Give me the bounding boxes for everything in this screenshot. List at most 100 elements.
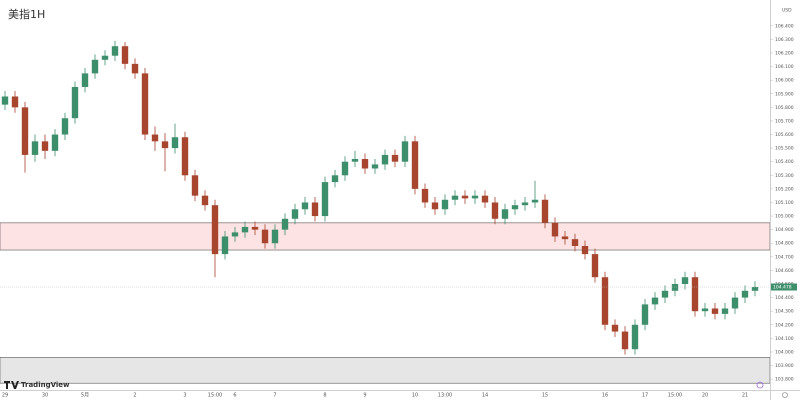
- y-tick-label: 105.300: [775, 173, 794, 179]
- candle-body: [631, 324, 639, 350]
- x-tick-label: 21: [742, 393, 748, 399]
- candle-body: [1, 96, 9, 105]
- candle-body: [701, 308, 709, 312]
- candle-body: [181, 137, 189, 176]
- candle-body: [271, 229, 279, 244]
- x-tick-label: 7: [273, 393, 276, 399]
- y-tick-label: 104.400: [775, 295, 794, 301]
- x-tick-label: 15:00: [208, 393, 222, 399]
- candle-body: [171, 137, 179, 149]
- candle-body: [511, 205, 519, 210]
- candle-body: [161, 141, 169, 149]
- candle-body: [671, 284, 679, 291]
- y-tick-label: 105.900: [775, 91, 794, 97]
- x-tick-label: 15:00: [668, 393, 682, 399]
- y-tick-label: 105.100: [775, 200, 794, 206]
- y-tick-label: 104.800: [775, 241, 794, 247]
- candle-body: [501, 209, 509, 219]
- event-icon[interactable]: [756, 381, 764, 389]
- y-tick-label: 104.300: [775, 309, 794, 315]
- candle-body: [711, 308, 719, 314]
- candle-body: [641, 304, 649, 325]
- y-tick-label: 104.000: [775, 349, 794, 355]
- candle-body: [661, 290, 669, 298]
- last-price-badge: [771, 283, 797, 291]
- candle-body: [681, 277, 689, 285]
- candle-body: [571, 239, 579, 246]
- zone: [0, 357, 771, 384]
- y-tick-label: 105.600: [775, 132, 794, 138]
- last-price-label: 104.478: [773, 284, 792, 290]
- candle-body: [361, 158, 369, 169]
- candle-body: [141, 73, 149, 135]
- candle-body: [441, 199, 449, 210]
- candle-body: [401, 141, 409, 162]
- candle-body: [451, 195, 459, 200]
- candle-body: [371, 164, 379, 169]
- x-tick-label: 14: [482, 393, 488, 399]
- candle-body: [121, 46, 129, 64]
- candle-body: [341, 161, 349, 176]
- x-tick-label: 20: [702, 393, 708, 399]
- y-tick-label: 105.400: [775, 159, 794, 165]
- x-tick-label: 2: [133, 393, 136, 399]
- y-tick-label: 106.100: [775, 64, 794, 70]
- candle-body: [151, 134, 159, 142]
- settings-icon[interactable]: [782, 392, 788, 398]
- y-tick-label: 104.600: [775, 268, 794, 274]
- y-tick-label: 105.700: [775, 118, 794, 124]
- candle-body: [211, 205, 219, 255]
- candle-body: [241, 226, 249, 233]
- x-tick-label: 6: [233, 393, 236, 399]
- y-tick-label: 106.200: [775, 50, 794, 56]
- y-tick-label: 104.100: [775, 336, 794, 342]
- candle-body: [131, 63, 139, 74]
- y-tick-label: 105.200: [775, 186, 794, 192]
- currency-label: USD: [782, 8, 792, 14]
- candle-body: [221, 236, 229, 255]
- y-tick-label: 104.200: [775, 322, 794, 328]
- candle-body: [291, 209, 299, 219]
- candle-body: [231, 232, 239, 237]
- candle-body: [521, 202, 529, 206]
- logo: [4, 381, 19, 389]
- candle-body: [51, 134, 59, 151]
- candle-body: [731, 297, 739, 309]
- candle-body: [581, 245, 589, 255]
- x-tick-label: 5月: [81, 393, 89, 399]
- candle-body: [491, 202, 499, 219]
- x-tick-label: 16: [602, 393, 608, 399]
- candle-body: [651, 297, 659, 305]
- y-tick-label: 106.400: [775, 23, 794, 29]
- candle-body: [591, 254, 599, 278]
- candle-body: [551, 222, 559, 237]
- y-tick-label: 106.000: [775, 78, 794, 84]
- zone: [0, 222, 771, 251]
- candle-body: [321, 182, 329, 217]
- candle-body: [201, 195, 209, 206]
- watermark-text: TradingView: [21, 381, 70, 389]
- x-tick-label: 8: [323, 393, 326, 399]
- candle-body: [531, 199, 539, 203]
- candle-body: [111, 46, 119, 56]
- x-tick-label: 10: [412, 393, 418, 399]
- candle-body: [41, 141, 49, 151]
- y-tick-label: 105.500: [775, 146, 794, 152]
- candle-body: [411, 141, 419, 189]
- x-tick-label: 17: [642, 393, 648, 399]
- candle-body: [331, 175, 339, 183]
- chart-title: 美指1H: [8, 7, 45, 21]
- candle-body: [621, 331, 629, 350]
- candle-body: [81, 73, 89, 87]
- candle-body: [541, 199, 549, 223]
- candle-body: [481, 195, 489, 203]
- y-tick-label: 105.800: [775, 105, 794, 111]
- candle-body: [71, 86, 79, 119]
- x-tick-label: 15: [542, 393, 548, 399]
- candle-body: [351, 158, 359, 162]
- candle-body: [611, 324, 619, 332]
- candle-body: [261, 229, 269, 244]
- candle-body: [101, 55, 109, 60]
